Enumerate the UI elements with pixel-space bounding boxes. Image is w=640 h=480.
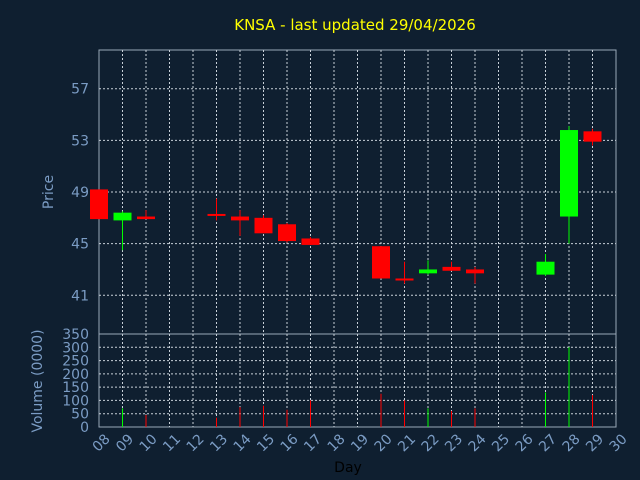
x-tick-label: 15 <box>254 431 278 455</box>
x-tick-label: 24 <box>466 431 490 455</box>
x-tick-label: 23 <box>442 431 466 455</box>
candle-body <box>466 269 484 274</box>
candle-body <box>395 278 414 281</box>
candle-body <box>372 246 390 279</box>
price-tick-label: 45 <box>71 237 89 253</box>
volume-tick-label: 150 <box>62 380 89 396</box>
chart-title: KNSA - last updated 29/04/2026 <box>234 16 476 34</box>
volume-tick-label: 200 <box>62 367 89 383</box>
volume-tick-label: 250 <box>62 354 89 370</box>
candle-body <box>419 269 437 274</box>
volume-axis-label: Volume (0000) <box>30 329 46 432</box>
x-tick-label: 21 <box>395 431 419 455</box>
price-axis-label: Price <box>41 175 57 209</box>
x-tick-label: 12 <box>184 431 208 455</box>
candle-body <box>560 130 578 217</box>
x-tick-label: 11 <box>160 431 184 455</box>
x-tick-label: 29 <box>583 431 607 455</box>
x-tick-label: 20 <box>372 431 396 455</box>
grid-lines <box>98 49 617 428</box>
candle-body <box>231 216 249 221</box>
candle-body <box>442 266 461 271</box>
x-tick-label: 27 <box>536 431 560 455</box>
volume-tick-label: 350 <box>62 327 89 343</box>
x-tick-label: 09 <box>113 431 137 455</box>
x-tick-label: 26 <box>513 431 537 455</box>
price-tick-label: 49 <box>71 185 89 201</box>
x-tick-label: 18 <box>325 431 349 455</box>
candle-body <box>536 261 555 275</box>
volume-tick-label: 100 <box>62 393 89 409</box>
x-tick-label: 19 <box>348 431 372 455</box>
x-tick-label: 22 <box>419 431 443 455</box>
x-tick-label: 10 <box>137 431 161 455</box>
candle-body <box>137 216 155 220</box>
volume-tick-label: 300 <box>62 340 89 356</box>
candle-body <box>301 238 320 245</box>
candle-body <box>113 212 132 221</box>
x-tick-label: 30 <box>607 431 631 455</box>
price-tick-label: 53 <box>71 133 89 149</box>
price-tick-label: 57 <box>71 82 89 98</box>
x-tick-label: 25 <box>489 431 513 455</box>
x-tick-label: 08 <box>90 431 114 455</box>
x-tick-label: 28 <box>560 431 584 455</box>
volume-tick-label: 0 <box>80 420 89 436</box>
candle-body <box>278 224 296 242</box>
chart-marks <box>90 126 602 427</box>
price-tick-label: 41 <box>71 288 89 304</box>
x-tick-label: 17 <box>301 431 325 455</box>
candle-body <box>207 213 226 216</box>
x-tick-label: 16 <box>278 431 302 455</box>
x-tick-label: 13 <box>207 431 231 455</box>
candle-body <box>254 217 273 234</box>
candle-body <box>583 131 602 142</box>
volume-tick-label: 50 <box>71 407 89 423</box>
x-axis-label: Day <box>334 460 362 476</box>
candle-body <box>90 189 108 220</box>
x-tick-label: 14 <box>231 431 255 455</box>
